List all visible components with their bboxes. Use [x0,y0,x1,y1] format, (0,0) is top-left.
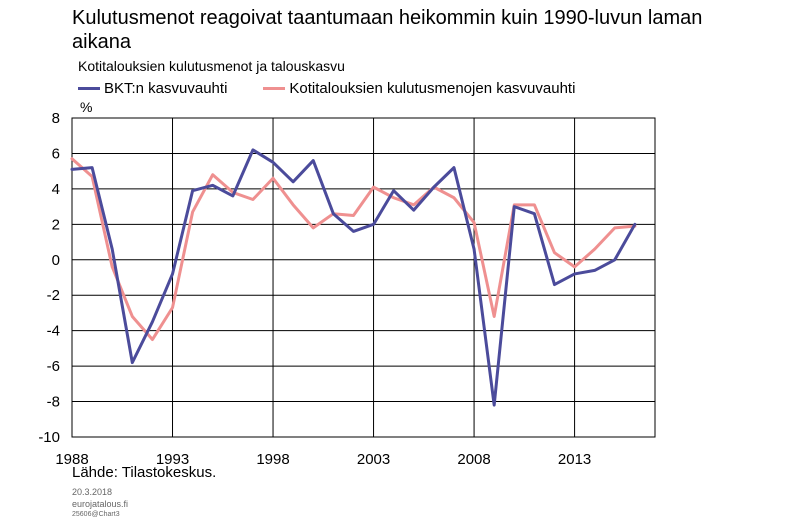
y-tick-label: -2 [47,287,60,304]
chart-title: Kulutusmenot reagoivat taantumaan heikom… [72,7,703,53]
y-tick-label: 2 [52,216,60,233]
y-axis-unit: % [80,99,93,115]
legend-item-consumption: Kotitalouksien kulutusmenojen kasvuvauht… [263,80,575,97]
y-tick-label: 8 [52,110,60,127]
legend-label-gdp: BKT:n kasvuvauhti [104,80,228,97]
plot-frame [71,117,656,438]
chart-legend: BKT:n kasvuvauhti Kotitalouksien kulutus… [78,80,611,97]
y-tick-label: -8 [47,394,60,411]
y-tick-label: -10 [38,429,60,446]
y-tick-label: 4 [52,181,60,198]
footer-date: 20.3.2018 [72,487,113,497]
source-note: Lähde: Tilastokeskus. [72,464,217,481]
x-tick-label: 2003 [357,451,390,468]
footer-site: eurojatalous.fi [72,499,129,509]
y-tick-label: 0 [52,252,60,269]
y-tick-label: -4 [47,323,60,340]
legend-swatch-consumption [263,87,286,90]
legend-swatch-gdp [78,87,100,90]
y-tick-label: -6 [47,358,60,375]
chart-subtitle: Kotitalouksien kulutusmenot ja talouskas… [78,58,345,74]
y-tick-label: 6 [52,145,60,162]
footer-code: 25606@Chart3 [72,511,120,518]
series-line-consumption [70,157,637,342]
legend-item-gdp: BKT:n kasvuvauhti [78,80,227,97]
x-tick-label: 2008 [457,451,490,468]
x-tick-label: 1998 [256,451,289,468]
x-tick-label: 1993 [156,451,189,468]
x-tick-label: 1988 [55,451,88,468]
x-tick-label: 2013 [558,451,591,468]
series-line-gdp [70,148,637,407]
legend-label-consumption: Kotitalouksien kulutusmenojen kasvuvauht… [289,80,576,97]
